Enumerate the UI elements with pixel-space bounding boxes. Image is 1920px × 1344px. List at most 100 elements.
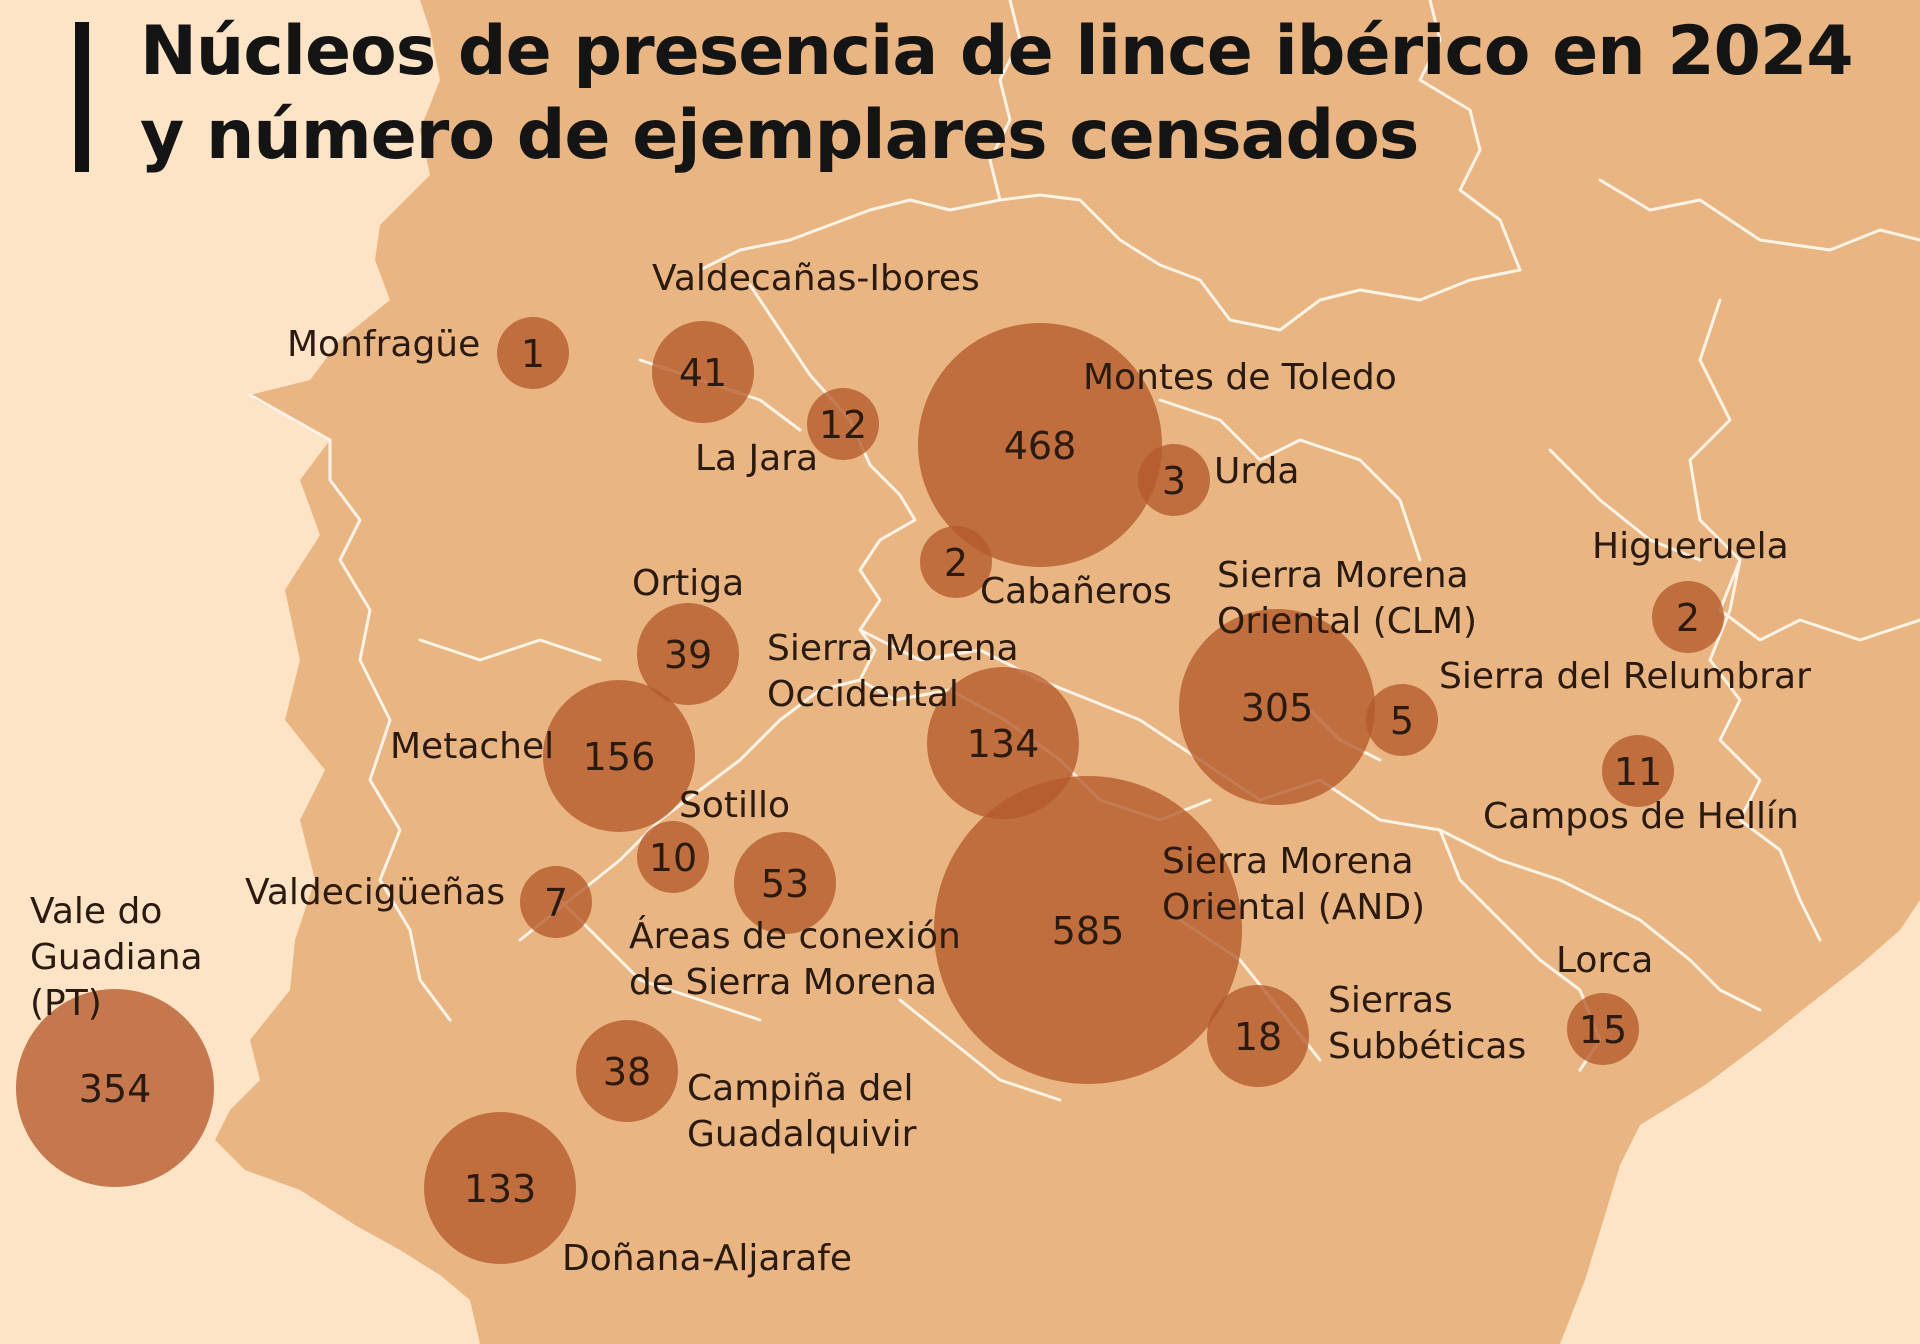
bubble-campina-del-guadalquivir [576,1020,678,1122]
nucleus-metachel: 156 [543,680,695,832]
label-donana-aljarafe: Doñana-Aljarafe [562,1238,852,1279]
nucleus-montes-de-toledo: 468 [918,323,1162,567]
label-monfrague: Monfragüe [287,324,480,365]
label-urda: Urda [1214,451,1299,492]
label-line: Valdecigüeñas [245,872,505,913]
bubble-layer: 1 41 12 468 3 2 2 39 305 134 5 156 11 10 53 7 585 354 15 18… [16,317,1724,1264]
nucleus-la-jara: 12 [807,388,879,460]
count-monfrague: 1 [521,332,545,376]
nucleus-sierra-morena-occidental: 134 [927,667,1079,819]
count-sotillo: 10 [649,836,697,880]
bubble-monfrague [497,317,569,389]
nucleus-vale-do-guadiana: 354 [16,989,214,1187]
nucleus-donana-aljarafe: 133 [424,1112,576,1264]
label-line: Urda [1214,451,1299,492]
label-sierra-del-relumbrar: Sierra del Relumbrar [1439,656,1811,697]
bubble-cabaneros [920,526,992,598]
nucleus-sierra-del-relumbrar: 5 [1366,684,1438,756]
border-castilla-leon [698,193,1522,332]
nucleus-sotillo: 10 [637,821,709,893]
bubble-sierra-morena-occidental [927,667,1079,819]
nucleus-valdeciguenas: 7 [520,866,592,938]
label-line: Campos de Hellín [1483,796,1799,837]
border-cm-internal-1 [1158,398,1422,562]
label-vale-do-guadiana: Vale do Guadiana (PT) [30,891,203,1024]
border-north-1 [988,0,1022,202]
bubble-valdecanas-ibores [652,321,754,423]
label-ortiga: Ortiga [632,563,744,604]
nucleus-sierras-subbeticas: 18 [1207,985,1309,1087]
label-line: Ortiga [632,563,744,604]
bubble-lorca [1567,993,1639,1065]
label-line: Sierras [1328,980,1453,1021]
title-accent-bar [75,22,89,172]
nucleus-higueruela: 2 [1652,581,1724,653]
nucleus-sierra-morena-oriental-clm: 305 [1179,609,1375,805]
count-sierra-del-relumbrar: 5 [1390,699,1414,743]
page-title: Núcleos de presencia de lince ibérico en… [140,10,1854,178]
label-campos-de-hellin: Campos de Hellín [1483,796,1799,837]
label-line: Monfragüe [287,324,480,365]
border-prov-3 [558,898,762,1022]
label-line: Guadalquivir [687,1114,917,1155]
label-line: La Jara [695,438,818,479]
bubble-ortiga [637,603,739,705]
label-line: Oriental (CLM) [1217,601,1477,642]
label-line: Áreas de conexión [629,915,961,957]
count-valdecanas-ibores: 41 [679,351,727,395]
count-donana-aljarafe: 133 [464,1167,537,1211]
border-valencia [1708,558,1822,942]
label-line: Campiña del [687,1068,913,1109]
label-sierra-morena-occidental: Sierra Morena Occidental [767,628,1019,715]
bubble-sierra-del-relumbrar [1366,684,1438,756]
label-campina-del-guadalquivir: Campiña del Guadalquivir [687,1068,917,1155]
nucleus-urda: 3 [1138,444,1210,516]
count-sierra-morena-oriental-clm: 305 [1241,686,1314,730]
label-line: Sierra Morena [767,628,1019,669]
title-line-1: Núcleos de presencia de lince ibérico en… [140,12,1854,91]
border-cm-internal-2 [1548,448,1702,562]
label-line: Occidental [767,674,959,715]
border-prov-2 [418,638,602,662]
bubble-urda [1138,444,1210,516]
count-ortiga: 39 [664,633,712,677]
label-valdecanas-ibores: Valdecañas-Ibores [652,258,980,299]
label-montes-de-toledo: Montes de Toledo [1083,357,1397,398]
label-line: Doñana-Aljarafe [562,1238,852,1279]
bubble-sierra-morena-oriental-clm [1179,609,1375,805]
land-mass [215,0,1920,1344]
count-sierra-morena-oriental-and: 585 [1052,909,1125,953]
bubble-la-jara [807,388,879,460]
border-north-2 [1418,0,1522,272]
label-line: Valdecañas-Ibores [652,258,980,299]
count-cabaneros: 2 [944,541,968,585]
label-line: Higueruela [1592,526,1789,567]
nucleus-lorca: 15 [1567,993,1639,1065]
bubble-donana-aljarafe [424,1112,576,1264]
label-line: Sotillo [679,785,790,826]
border-murcia-2 [1558,878,1762,1012]
bubble-vale-do-guadiana [16,989,214,1187]
nucleus-monfrague: 1 [497,317,569,389]
count-valdeciguenas: 7 [544,881,568,925]
border-north-3 [1598,178,1920,252]
label-areas-de-conexion: Áreas de conexión de Sierra Morena [629,915,961,1003]
bubble-metachel [543,680,695,832]
bubble-areas-de-conexion [734,832,836,934]
bubble-higueruela [1652,581,1724,653]
label-sierra-morena-oriental-clm: Sierra Morena Oriental (CLM) [1217,555,1477,642]
label-line: de Sierra Morena [629,962,937,1003]
nucleus-cabaneros: 2 [920,526,992,598]
label-metachel: Metachel [390,726,554,767]
border-prov-4 [898,998,1062,1102]
count-montes-de-toledo: 468 [1004,424,1077,468]
label-line: Sierra del Relumbrar [1439,656,1811,697]
label-la-jara: La Jara [695,438,818,479]
count-urda: 3 [1162,459,1186,503]
label-line: Montes de Toledo [1083,357,1397,398]
label-line: Subbéticas [1328,1026,1526,1067]
count-vale-do-guadiana: 354 [79,1067,152,1111]
label-line: Lorca [1556,940,1653,981]
label-cabaneros: Cabañeros [980,571,1172,612]
